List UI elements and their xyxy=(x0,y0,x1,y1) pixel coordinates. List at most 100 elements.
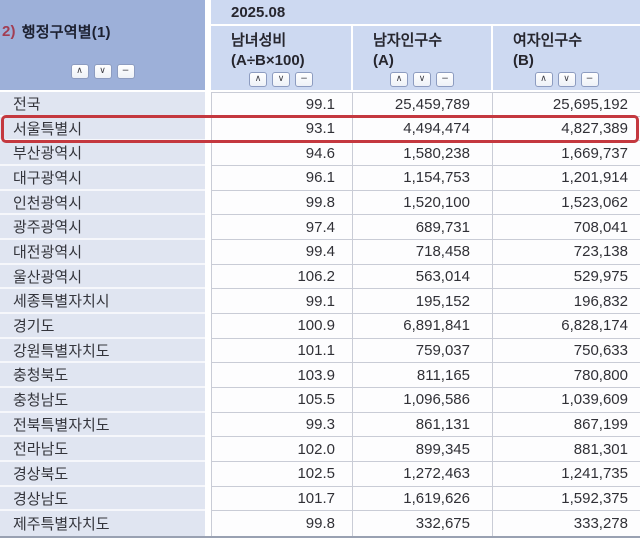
column-label-block: 남녀성비 (A÷B×100) xyxy=(211,26,351,70)
region-name-cell: 세종특별자치시 xyxy=(0,289,205,315)
male-population-cell: 4,494,474 xyxy=(353,116,493,142)
sex-ratio-cell: 94.6 xyxy=(211,141,353,167)
column-headers: 남녀성비 (A÷B×100) ∧ ∨ − 남자인구수 (A) ∧ ∨ − 여자인… xyxy=(211,26,640,98)
female-population-cell: 196,832 xyxy=(493,289,640,315)
sex-ratio-cell: 99.4 xyxy=(211,240,353,265)
period-header: 2025.08 xyxy=(211,0,640,26)
column-header: 남자인구수 (A) ∧ ∨ − xyxy=(353,26,493,98)
sex-ratio-cell: 102.5 xyxy=(211,462,353,487)
sort-descending-button[interactable]: ∨ xyxy=(413,72,431,87)
column-label-block: 남자인구수 (A) xyxy=(353,26,491,70)
table-row[interactable]: 경기도 100.9 6,891,841 6,828,174 xyxy=(0,314,640,339)
sex-ratio-cell: 102.0 xyxy=(211,437,353,463)
table-row[interactable]: 광주광역시 97.4 689,731 708,041 xyxy=(0,215,640,241)
female-population-cell: 6,828,174 xyxy=(493,314,640,339)
table-row[interactable]: 전국 99.1 25,459,789 25,695,192 xyxy=(0,92,640,117)
female-population-cell: 1,039,609 xyxy=(493,388,640,413)
female-population-cell: 1,592,375 xyxy=(493,486,640,512)
frozen-column-divider xyxy=(205,141,211,167)
column-sort-controls: ∧ ∨ − xyxy=(493,70,640,98)
table-row[interactable]: 경상남도 101.7 1,619,626 1,592,375 xyxy=(0,486,640,512)
row-dimension-title: 2) 행정구역별(1) xyxy=(0,0,205,62)
table-header: 2) 행정구역별(1) ∧ ∨ − 2025.08 남녀성비 (A÷B×100)… xyxy=(0,0,640,98)
female-population-cell: 708,041 xyxy=(493,215,640,241)
column-label-block: 여자인구수 (B) xyxy=(493,26,640,70)
table-row[interactable]: 전북특별자치도 99.3 861,131 867,199 xyxy=(0,412,640,438)
sort-descending-button[interactable]: ∨ xyxy=(557,72,576,87)
male-population-cell: 6,891,841 xyxy=(353,314,493,339)
female-population-cell: 25,695,192 xyxy=(493,92,640,117)
sex-ratio-cell: 101.1 xyxy=(211,338,353,364)
frozen-column-divider xyxy=(205,314,211,339)
table-row[interactable]: 세종특별자치시 99.1 195,152 196,832 xyxy=(0,289,640,315)
table-row[interactable]: 경상북도 102.5 1,272,463 1,241,735 xyxy=(0,462,640,487)
sex-ratio-cell: 99.1 xyxy=(211,289,353,315)
region-name-cell: 경상북도 xyxy=(0,462,205,487)
collapse-button[interactable]: − xyxy=(580,72,599,87)
sort-ascending-button[interactable]: ∧ xyxy=(70,64,89,79)
sort-ascending-button[interactable]: ∧ xyxy=(390,72,408,87)
region-name-cell: 전국 xyxy=(0,92,205,117)
column-sort-controls: ∧ ∨ − xyxy=(353,70,491,98)
male-population-cell: 1,096,586 xyxy=(353,388,493,413)
frozen-column-divider xyxy=(205,92,211,117)
collapse-button[interactable]: − xyxy=(295,72,313,87)
male-population-cell: 718,458 xyxy=(353,240,493,265)
table-row[interactable]: 충청북도 103.9 811,165 780,800 xyxy=(0,363,640,389)
table-row[interactable]: 전라남도 102.0 899,345 881,301 xyxy=(0,437,640,463)
sex-ratio-cell: 99.3 xyxy=(211,412,353,438)
frozen-column-divider xyxy=(205,166,211,191)
region-name-cell: 전북특별자치도 xyxy=(0,412,205,438)
region-name-cell: 인천광역시 xyxy=(0,190,205,216)
frozen-column-divider xyxy=(205,511,211,536)
sex-ratio-cell: 100.9 xyxy=(211,314,353,339)
sort-descending-button[interactable]: ∨ xyxy=(93,64,112,79)
table-row[interactable]: 서울특별시 93.1 4,494,474 4,827,389 xyxy=(0,114,640,143)
male-population-cell: 811,165 xyxy=(353,363,493,389)
sex-ratio-cell: 103.9 xyxy=(211,363,353,389)
sex-ratio-cell: 99.8 xyxy=(211,511,353,536)
table-row[interactable]: 강원특별자치도 101.1 759,037 750,633 xyxy=(0,338,640,364)
region-name-cell: 대전광역시 xyxy=(0,240,205,265)
region-name-cell: 강원특별자치도 xyxy=(0,338,205,364)
table-row[interactable]: 대구광역시 96.1 1,154,753 1,201,914 xyxy=(0,166,640,191)
frozen-column-divider xyxy=(205,462,211,487)
male-population-cell: 563,014 xyxy=(353,264,493,290)
frozen-column-divider xyxy=(205,240,211,265)
table-row[interactable]: 충청남도 105.5 1,096,586 1,039,609 xyxy=(0,388,640,413)
sort-descending-button[interactable]: ∨ xyxy=(272,72,290,87)
table-row[interactable]: 부산광역시 94.6 1,580,238 1,669,737 xyxy=(0,141,640,167)
collapse-button[interactable]: − xyxy=(436,72,454,87)
male-population-cell: 861,131 xyxy=(353,412,493,438)
region-name-cell: 제주특별자치도 xyxy=(0,511,205,536)
table-row[interactable]: 제주특별자치도 99.8 332,675 333,278 xyxy=(0,511,640,536)
sort-ascending-button[interactable]: ∧ xyxy=(534,72,553,87)
frozen-column-divider xyxy=(205,0,211,90)
column-label: 여자인구수 xyxy=(513,32,583,49)
sex-ratio-cell: 99.1 xyxy=(211,92,353,117)
table-row[interactable]: 울산광역시 106.2 563,014 529,975 xyxy=(0,264,640,290)
male-population-cell: 1,580,238 xyxy=(353,141,493,167)
table-row[interactable]: 인천광역시 99.8 1,520,100 1,523,062 xyxy=(0,190,640,216)
collapse-button[interactable]: − xyxy=(116,64,135,79)
region-name-cell: 충청남도 xyxy=(0,388,205,413)
frozen-column-divider xyxy=(205,289,211,315)
column-header: 여자인구수 (B) ∧ ∨ − xyxy=(493,26,640,98)
sort-ascending-button[interactable]: ∧ xyxy=(249,72,267,87)
frozen-column-divider xyxy=(205,116,211,142)
male-population-cell: 689,731 xyxy=(353,215,493,241)
sex-ratio-cell: 101.7 xyxy=(211,486,353,512)
region-name-cell: 부산광역시 xyxy=(0,141,205,167)
frozen-column-divider xyxy=(205,388,211,413)
sex-ratio-cell: 96.1 xyxy=(211,166,353,191)
column-label: 남자인구수 xyxy=(373,32,443,49)
row-dimension-index: 2) xyxy=(2,22,16,40)
table-row[interactable]: 대전광역시 99.4 718,458 723,138 xyxy=(0,240,640,265)
column-sort-controls: ∧ ∨ − xyxy=(211,70,351,98)
region-name-cell: 서울특별시 xyxy=(0,116,205,142)
male-population-cell: 195,152 xyxy=(353,289,493,315)
frozen-column-divider xyxy=(205,437,211,463)
sex-ratio-cell: 97.4 xyxy=(211,215,353,241)
sex-ratio-cell: 93.1 xyxy=(211,116,353,142)
female-population-cell: 1,669,737 xyxy=(493,141,640,167)
